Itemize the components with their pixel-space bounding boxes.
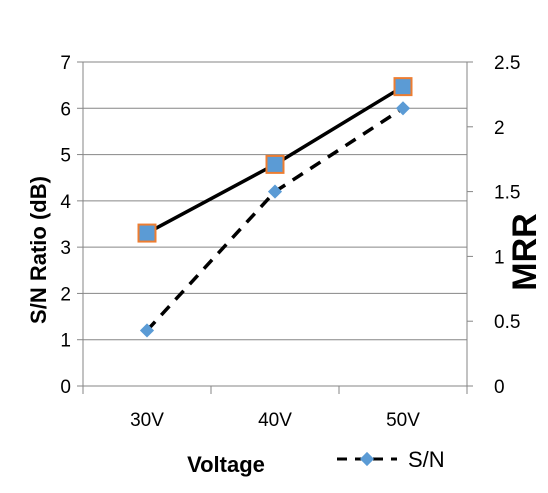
tick-labels: 0 1 2 3 4 5 6 7 0 0.5 1 1.5 2 2.5 30V 40V 50V bbox=[60, 53, 520, 431]
legend-label-s-n: S/N bbox=[408, 447, 445, 472]
y2-tick-label: 0.5 bbox=[494, 312, 520, 333]
gridlines bbox=[83, 61, 467, 341]
y2-tick-label: 1 bbox=[494, 247, 505, 268]
y2-tick-label: 0 bbox=[494, 377, 505, 398]
x-tick-label: 30V bbox=[130, 410, 164, 431]
data-point-square bbox=[393, 77, 413, 97]
axes bbox=[77, 61, 473, 394]
y-axis-label: S/N Ratio (dB) bbox=[26, 176, 51, 324]
y-tick-label: 5 bbox=[60, 146, 71, 167]
data-point-diamond bbox=[267, 184, 283, 199]
data-point-diamond bbox=[139, 323, 155, 338]
x-axis-label: Voltage bbox=[187, 452, 265, 477]
legend: S/N bbox=[337, 447, 445, 472]
y-tick-label: 3 bbox=[60, 238, 71, 259]
x-tick-label: 40V bbox=[258, 410, 292, 431]
series-line-0 bbox=[145, 106, 404, 332]
data-point-square bbox=[137, 223, 157, 243]
y-tick-label: 4 bbox=[60, 192, 71, 213]
y2-tick-label: 2.5 bbox=[494, 53, 520, 74]
data-point-diamond bbox=[395, 101, 411, 116]
legend-marker-s-n bbox=[359, 451, 375, 467]
y2-axis-label: MRR bbox=[506, 213, 544, 290]
y2-tick-label: 1.5 bbox=[494, 183, 520, 204]
data-point-square bbox=[265, 154, 285, 174]
y-tick-label: 0 bbox=[60, 377, 71, 398]
y2-tick-label: 2 bbox=[494, 118, 505, 139]
y-tick-label: 1 bbox=[60, 331, 71, 352]
y-tick-label: 7 bbox=[60, 53, 71, 74]
series-layer bbox=[137, 77, 413, 338]
y-tick-label: 2 bbox=[60, 284, 71, 305]
x-tick-label: 50V bbox=[386, 410, 420, 431]
y-tick-label: 6 bbox=[60, 99, 71, 120]
